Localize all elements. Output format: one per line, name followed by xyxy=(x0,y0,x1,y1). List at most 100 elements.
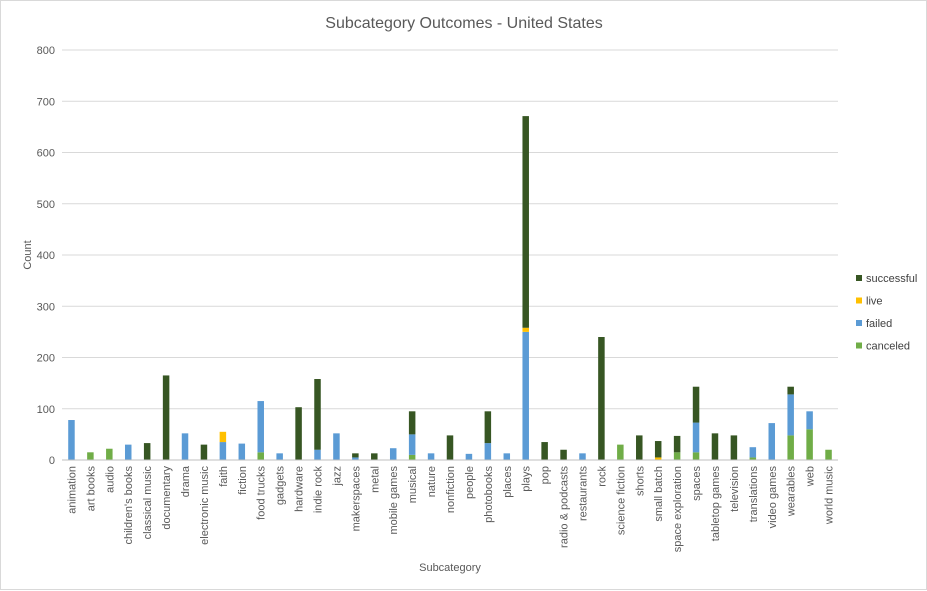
x-tick-label: art books xyxy=(85,466,97,512)
bar-failed-24 xyxy=(522,331,529,461)
bar-successful-25 xyxy=(541,442,548,460)
bar-failed-38 xyxy=(787,394,794,436)
y-tick-label: 300 xyxy=(37,301,55,313)
bar-failed-39 xyxy=(806,411,813,430)
bar-successful-7 xyxy=(200,444,208,461)
bar-canceled-29 xyxy=(617,444,624,461)
gridlines xyxy=(62,49,838,410)
bar-failed-9 xyxy=(238,443,246,460)
bar-failed-11 xyxy=(276,453,283,460)
x-tick-label: science fiction xyxy=(615,466,627,535)
y-tick-label: 0 xyxy=(49,455,55,467)
bar-failed-36 xyxy=(749,447,757,458)
y-axis-title: Count xyxy=(22,240,34,269)
legend-swatch-successful xyxy=(856,275,862,281)
y-tick-labels: 0 100 200 300 400 500 600 700 800 xyxy=(37,45,55,467)
bar-successful-12 xyxy=(295,407,302,460)
legend-swatch-canceled xyxy=(856,342,862,349)
x-tick-labels: animation art books audio children's books c… xyxy=(66,465,835,552)
bar-canceled-18 xyxy=(408,454,416,461)
bar-successful-28 xyxy=(598,337,605,460)
bar-successful-26 xyxy=(560,449,567,460)
x-tick-label: jazz xyxy=(331,466,343,487)
bar-failed-17 xyxy=(389,448,397,460)
x-tick-label: people xyxy=(464,466,476,499)
x-tick-label: documentary xyxy=(161,466,173,530)
bar-live-24 xyxy=(522,327,529,332)
y-tick-label: 500 xyxy=(37,199,55,211)
x-tick-label: restaurants xyxy=(577,466,589,522)
x-tick-label: photobooks xyxy=(483,466,495,523)
x-tick-label: classical music xyxy=(142,466,154,540)
x-tick-label: musical xyxy=(407,466,419,503)
x-tick-label: gadgets xyxy=(275,466,287,506)
bar-canceled-38 xyxy=(787,435,794,460)
bar-failed-3 xyxy=(124,444,132,461)
bars xyxy=(68,116,832,461)
y-tick-label: 400 xyxy=(37,250,55,262)
x-tick-label: drama xyxy=(180,465,192,497)
x-tick-label: rock xyxy=(596,466,608,487)
bar-failed-13 xyxy=(314,449,321,460)
x-tick-label: tabletop games xyxy=(710,466,722,542)
bar-canceled-2 xyxy=(106,448,113,460)
bar-successful-18 xyxy=(408,411,416,435)
bar-successful-33 xyxy=(692,386,700,423)
x-tick-label: translations xyxy=(748,466,760,523)
x-tick-label: radio & podcasts xyxy=(559,466,571,548)
x-tick-label: audio xyxy=(104,466,116,493)
x-tick-label: pop xyxy=(540,466,552,484)
x-tick-label: nonfiction xyxy=(445,466,457,513)
y-tick-label: 200 xyxy=(37,353,55,365)
bar-live-31 xyxy=(654,457,662,460)
x-tick-label: spaces xyxy=(691,466,703,501)
x-tick-label: video games xyxy=(767,466,779,529)
x-tick-label: web xyxy=(805,466,817,487)
legend: successful live failed canceled xyxy=(856,273,917,353)
y-tick-label: 700 xyxy=(37,96,55,108)
x-tick-label: faith xyxy=(218,466,230,487)
x-tick-label: small batch xyxy=(653,466,665,522)
x-tick-label: world music xyxy=(824,466,836,526)
bar-failed-27 xyxy=(579,453,586,460)
bar-successful-20 xyxy=(446,435,454,460)
x-tick-label: food trucks xyxy=(256,466,268,520)
bar-canceled-32 xyxy=(673,452,681,460)
bar-failed-23 xyxy=(503,453,511,460)
x-tick-label: television xyxy=(729,466,741,512)
bar-failed-10 xyxy=(257,401,264,453)
x-tick-label: animation xyxy=(66,466,78,514)
bar-failed-6 xyxy=(181,433,189,460)
bar-canceled-36 xyxy=(749,457,757,460)
y-tick-label: 600 xyxy=(37,148,55,160)
bar-canceled-10 xyxy=(257,452,264,460)
x-tick-label: mobile games xyxy=(388,466,400,535)
x-tick-label: indie rock xyxy=(313,466,325,514)
bar-canceled-39 xyxy=(806,429,813,460)
bar-successful-5 xyxy=(162,375,170,460)
legend-label-canceled: canceled xyxy=(866,341,910,353)
x-axis-title: Subcategory xyxy=(419,562,481,574)
chart-title: Subcategory Outcomes - United States xyxy=(325,15,602,32)
bar-successful-4 xyxy=(143,443,151,460)
bar-successful-34 xyxy=(711,433,719,460)
legend-label-successful: successful xyxy=(866,273,917,285)
x-tick-label: electronic music xyxy=(199,466,211,545)
bar-successful-30 xyxy=(636,435,643,460)
bar-successful-13 xyxy=(314,379,321,450)
bar-failed-21 xyxy=(465,453,473,460)
y-tick-label: 100 xyxy=(37,404,55,416)
x-tick-label: children's books xyxy=(123,466,135,545)
bar-canceled-33 xyxy=(692,452,700,460)
legend-swatch-live xyxy=(856,297,862,304)
x-tick-label: plays xyxy=(521,466,533,492)
y-tick-label: 800 xyxy=(37,45,55,57)
bar-successful-16 xyxy=(371,453,378,460)
bar-successful-38 xyxy=(787,386,794,395)
bar-canceled-1 xyxy=(87,452,94,460)
x-tick-label: space exploration xyxy=(672,466,684,552)
bar-failed-18 xyxy=(408,434,416,455)
bar-canceled-40 xyxy=(825,449,832,460)
x-tick-label: nature xyxy=(426,466,438,497)
